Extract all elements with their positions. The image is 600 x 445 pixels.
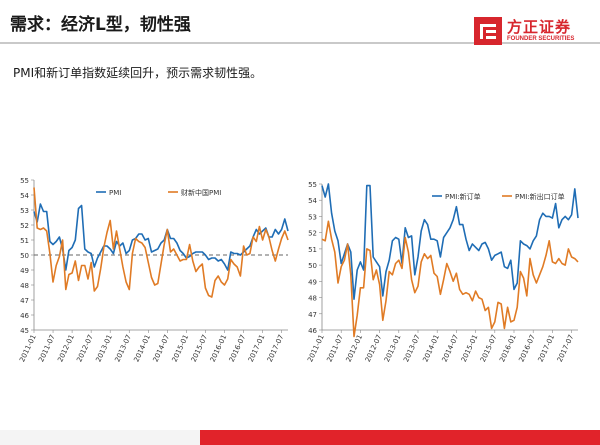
y-tick-label: 52 <box>308 230 317 238</box>
title-divider <box>0 42 600 44</box>
logo-chinese-name: 方正证券 <box>507 18 572 36</box>
y-tick-label: 49 <box>20 267 29 275</box>
y-tick-label: 51 <box>20 237 29 245</box>
x-tick-label: 2017-01 <box>537 333 557 363</box>
x-tick-label: 2011-07 <box>325 333 345 363</box>
y-tick-label: 48 <box>308 295 317 303</box>
y-tick-label: 53 <box>20 207 29 215</box>
series-line-orange <box>33 187 289 298</box>
y-tick-label: 49 <box>308 278 317 286</box>
x-tick-label: 2013-01 <box>383 333 403 363</box>
x-tick-label: 2015-07 <box>479 333 499 363</box>
series-line-blue <box>321 183 579 300</box>
x-tick-label: 2015-01 <box>171 333 191 363</box>
x-tick-label: 2011-07 <box>37 333 57 363</box>
x-tick-label: 2017-07 <box>266 333 286 363</box>
y-tick-label: 52 <box>20 222 29 230</box>
x-tick-label: 2015-01 <box>460 333 480 363</box>
x-tick-label: 2016-07 <box>228 333 248 363</box>
legend-label: PMI:新出口订单 <box>515 192 565 201</box>
legend-label: PMI <box>109 189 121 197</box>
x-tick-label: 2012-01 <box>56 333 76 363</box>
y-tick-label: 46 <box>308 327 317 335</box>
y-tick-label: 50 <box>20 252 29 260</box>
legend-label: 财新中国PMI <box>181 188 221 197</box>
x-tick-label: 2012-07 <box>75 333 95 363</box>
y-tick-label: 47 <box>20 297 29 305</box>
y-tick-label: 48 <box>20 282 29 290</box>
y-tick-label: 54 <box>308 197 317 205</box>
legend-label: PMI:新订单 <box>445 192 481 201</box>
x-tick-label: 2011-01 <box>18 333 38 363</box>
x-tick-label: 2012-01 <box>345 333 365 363</box>
x-tick-label: 2012-07 <box>364 333 384 363</box>
y-tick-label: 45 <box>20 327 29 335</box>
y-tick-label: 55 <box>308 181 317 189</box>
founder-logo-icon <box>474 17 502 45</box>
x-tick-label: 2014-01 <box>133 333 153 363</box>
x-tick-label: 2013-07 <box>402 333 422 363</box>
y-tick-label: 51 <box>308 246 317 254</box>
x-tick-label: 2017-07 <box>556 333 576 363</box>
x-tick-label: 2016-07 <box>517 333 537 363</box>
page-title: 需求：经济L型，韧性强 <box>10 15 191 35</box>
y-tick-label: 50 <box>308 262 317 270</box>
subtitle-text: PMI和新订单指数延续回升，预示需求韧性强。 <box>13 66 263 80</box>
x-tick-label: 2013-07 <box>113 333 133 363</box>
x-tick-label: 2017-01 <box>247 333 267 363</box>
x-tick-label: 2016-01 <box>209 333 229 363</box>
footer-red-bar <box>200 430 600 445</box>
y-tick-label: 55 <box>20 177 29 185</box>
x-tick-label: 2014-07 <box>152 333 172 363</box>
series-line-orange <box>321 220 579 338</box>
y-tick-label: 54 <box>20 192 29 200</box>
logo-english-name: FOUNDER SECURITIES <box>507 36 575 42</box>
x-tick-label: 2013-01 <box>94 333 114 363</box>
x-tick-label: 2014-07 <box>441 333 461 363</box>
x-tick-label: 2016-01 <box>498 333 518 363</box>
company-logo: 方正证券 FOUNDER SECURITIES <box>474 15 600 49</box>
y-tick-label: 47 <box>308 311 317 319</box>
y-tick-label: 46 <box>20 312 29 320</box>
x-tick-label: 2011-01 <box>306 333 326 363</box>
x-tick-label: 2014-01 <box>421 333 441 363</box>
x-tick-label: 2015-07 <box>190 333 210 363</box>
y-tick-label: 53 <box>308 213 317 221</box>
